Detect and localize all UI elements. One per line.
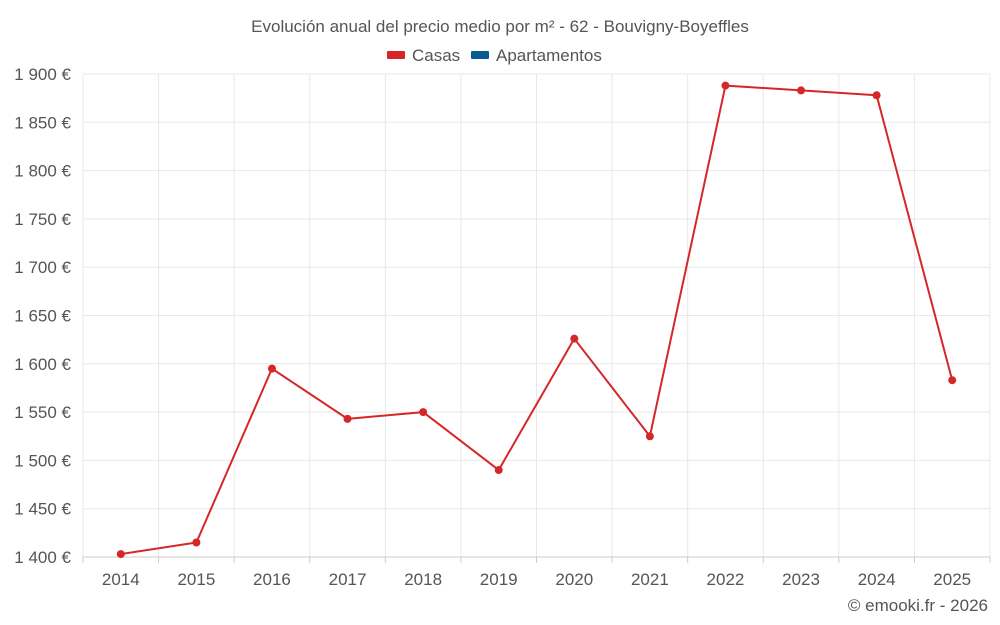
footer-credit: © emooki.fr - 2026 (847, 596, 988, 615)
legend: Casas Apartamentos (387, 46, 602, 65)
x-axis-ticks: 2014 2015 2016 2017 2018 2019 2020 2021 2022 2023… (82, 557, 991, 589)
y-axis-ticks: 1 400 € 1 450 € 1 500 € 1 550 € 1 600 € 1 650… (14, 65, 71, 567)
data-point-casas-2017[interactable] (343, 414, 352, 423)
series-group (116, 81, 957, 559)
series-line-casas (120, 84, 954, 556)
legend-swatch-apartamentos (471, 51, 489, 59)
y-tick-label: 1 800 € (14, 162, 71, 181)
legend-swatch-casas (387, 51, 405, 59)
x-tick-label: 2015 (177, 570, 215, 589)
y-tick-label: 1 400 € (14, 548, 71, 567)
x-tick-label: 2023 (782, 570, 820, 589)
x-tick-label: 2017 (329, 570, 367, 589)
y-tick-label: 1 550 € (14, 403, 71, 422)
y-tick-label: 1 600 € (14, 355, 71, 374)
data-point-casas-2023[interactable] (797, 86, 806, 95)
x-tick-label: 2025 (933, 570, 971, 589)
data-point-casas-2020[interactable] (570, 334, 579, 343)
data-point-casas-2025[interactable] (948, 376, 957, 385)
data-point-casas-2021[interactable] (645, 432, 654, 441)
data-point-casas-2016[interactable] (267, 364, 276, 373)
data-point-casas-2022[interactable] (721, 81, 730, 90)
x-tick-label: 2019 (480, 570, 518, 589)
legend-label-casas[interactable]: Casas (412, 46, 460, 65)
x-tick-label: 2024 (858, 570, 896, 589)
y-tick-label: 1 700 € (14, 258, 71, 277)
data-point-casas-2014[interactable] (116, 550, 125, 559)
x-tick-label: 2021 (631, 570, 669, 589)
y-tick-label: 1 500 € (14, 451, 71, 470)
data-point-casas-2018[interactable] (419, 408, 428, 417)
y-tick-label: 1 900 € (14, 65, 71, 84)
legend-label-apartamentos[interactable]: Apartamentos (496, 46, 602, 65)
x-tick-label: 2018 (404, 570, 442, 589)
grid (82, 73, 991, 557)
data-point-casas-2024[interactable] (872, 91, 881, 100)
chart-title: Evolución anual del precio medio por m² … (251, 17, 749, 36)
y-tick-label: 1 450 € (14, 500, 71, 519)
x-tick-label: 2014 (102, 570, 140, 589)
x-tick-label: 2022 (707, 570, 745, 589)
y-tick-label: 1 750 € (14, 210, 71, 229)
y-tick-label: 1 850 € (14, 113, 71, 132)
data-point-casas-2019[interactable] (494, 466, 503, 475)
x-tick-label: 2016 (253, 570, 291, 589)
x-tick-label: 2020 (555, 570, 593, 589)
data-point-casas-2015[interactable] (192, 538, 201, 547)
y-tick-label: 1 650 € (14, 307, 71, 326)
